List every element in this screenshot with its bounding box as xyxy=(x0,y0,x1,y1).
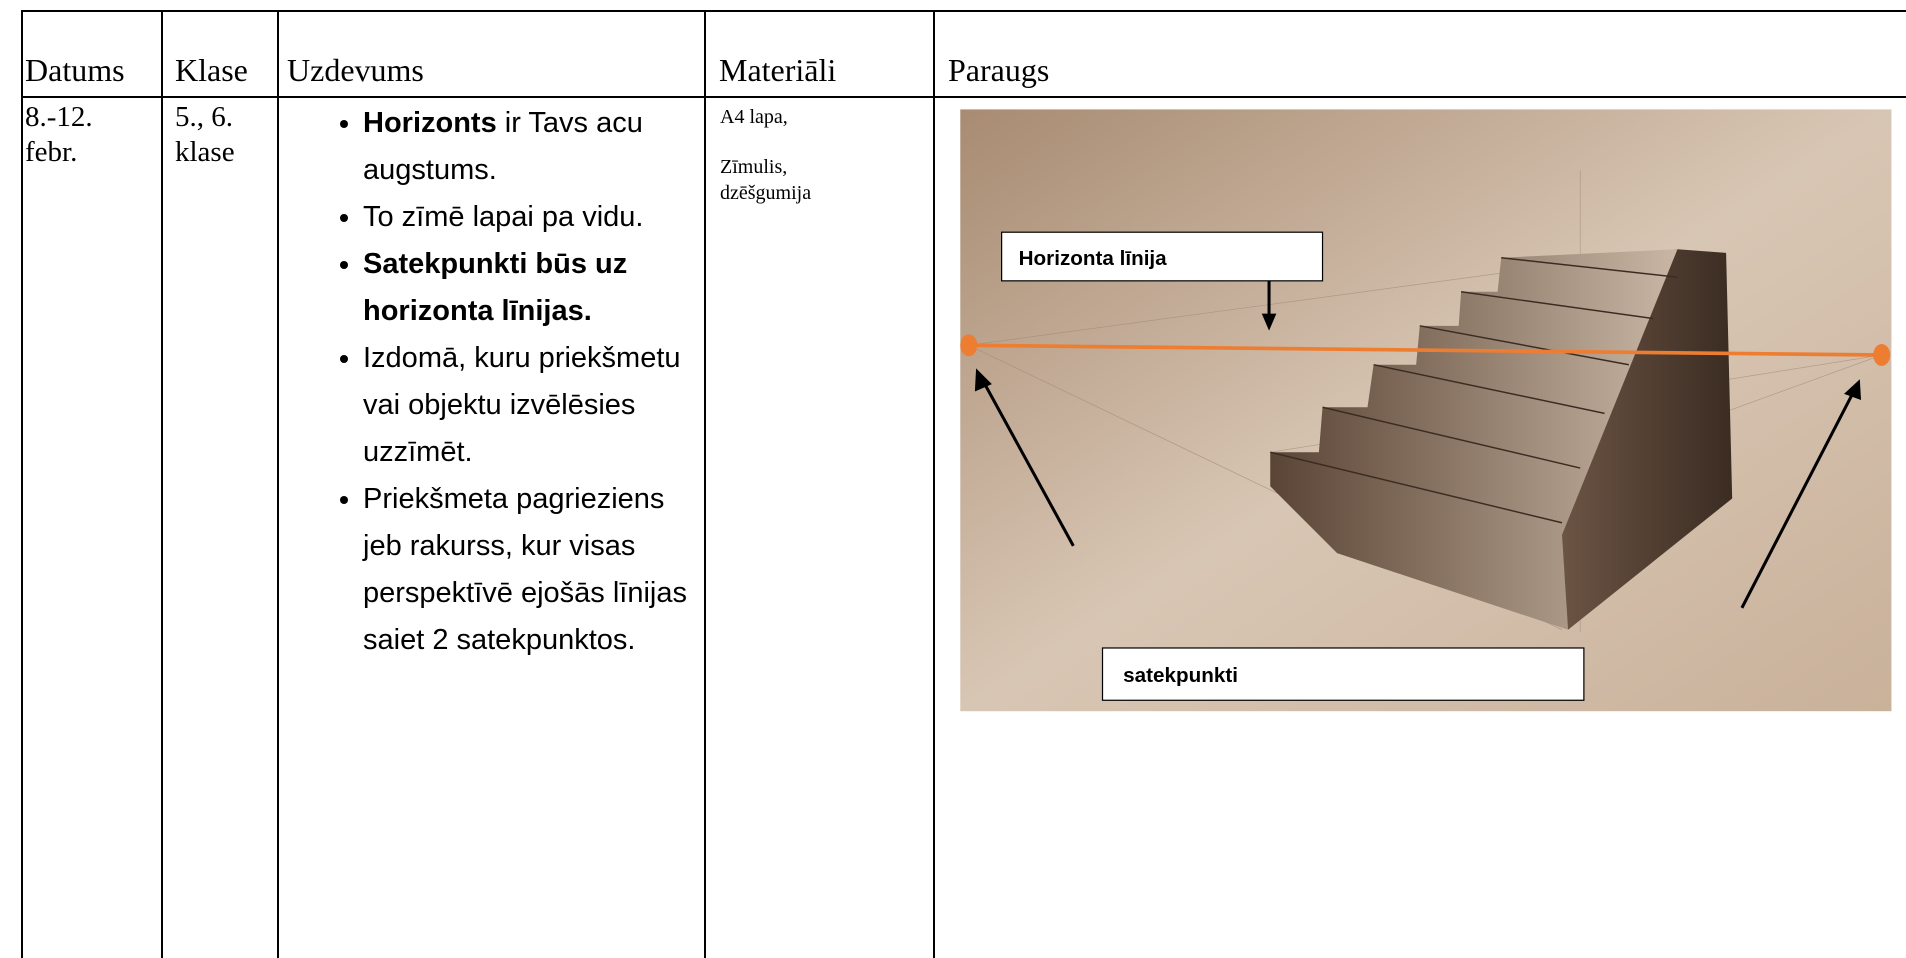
header-cell: Paraugs xyxy=(948,52,1050,88)
task-list: Horizonts ir Tavs acu augstums. To zīmē … xyxy=(293,100,693,664)
task-text: Izdomā, kuru priekšmetu vai objektu izvē… xyxy=(363,342,681,468)
task-text: Priekšmeta pagrieziens jeb rakurss, kur … xyxy=(363,483,687,656)
material: Zīmulis, dzēšgumija xyxy=(720,156,812,204)
table-border xyxy=(21,10,23,958)
table-border xyxy=(277,10,279,958)
task-item: Horizonts ir Tavs acu augstums. xyxy=(363,100,693,194)
class-cell: 5., 6. klase xyxy=(175,101,235,168)
task-text: To zīmē lapai pa vidu. xyxy=(363,201,644,233)
header-cell: Materiāli xyxy=(719,52,837,88)
table-border xyxy=(21,10,1906,12)
task-item: Satekpunkti būs uz horizonta līnijas. xyxy=(363,241,693,335)
table-border xyxy=(933,10,935,958)
image-label: satekpunkti xyxy=(1123,664,1238,687)
table-border xyxy=(704,10,706,958)
materials-cell: A4 lapa, Zīmulis, dzēšgumija xyxy=(720,104,920,230)
task-bold: Horizonts xyxy=(363,107,497,139)
task-text: ir Tavs acu augstums. xyxy=(363,107,643,186)
header-cell: Klase xyxy=(175,52,248,88)
date-cell: 8.-12. febr. xyxy=(25,101,93,168)
task-bold: Satekpunkti būs uz horizonta līnijas. xyxy=(363,248,628,327)
task-item: To zīmē lapai pa vidu. xyxy=(363,194,693,241)
material: A4 lapa, xyxy=(720,106,788,128)
task-item: Izdomā, kuru priekšmetu vai objektu izvē… xyxy=(363,335,693,476)
table-border xyxy=(161,10,163,958)
image-label: Horizonta līnija xyxy=(1019,247,1168,270)
task-item: Priekšmeta pagrieziens jeb rakurss, kur … xyxy=(363,476,693,664)
header-cell: Uzdevums xyxy=(287,52,424,88)
header-cell: Datums xyxy=(25,52,125,88)
table-border xyxy=(21,96,1906,98)
